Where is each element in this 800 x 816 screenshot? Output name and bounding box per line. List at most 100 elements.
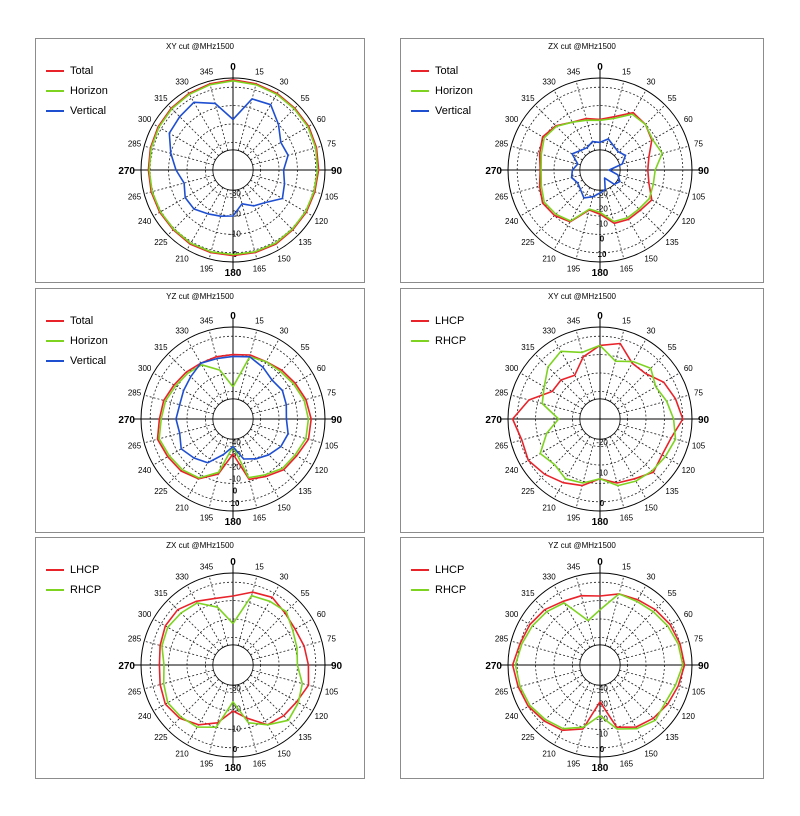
chart-title: XY cut @MHz1500 <box>547 292 616 301</box>
angle-label: 195 <box>567 265 581 274</box>
angle-label: 285 <box>495 389 509 398</box>
angle-label: 265 <box>495 441 509 450</box>
grid-spoke <box>252 669 322 690</box>
angle-label: 75 <box>694 389 703 398</box>
angle-label: 165 <box>620 265 634 274</box>
series-line-rhcp <box>514 593 684 730</box>
angle-label: 165 <box>620 760 634 769</box>
series-line-lhcp <box>511 593 686 732</box>
grid-spoke <box>208 330 229 400</box>
grid-spoke <box>242 339 280 402</box>
angle-label: 330 <box>175 78 189 87</box>
grid-spoke <box>144 174 214 195</box>
angle-label: 165 <box>253 514 267 523</box>
grid-spoke <box>553 339 591 402</box>
legend-label: LHCP <box>70 564 100 576</box>
grid-spoke <box>553 585 591 648</box>
grid-spoke <box>186 585 224 648</box>
angle-label: 120 <box>315 466 329 475</box>
angle-label: 345 <box>200 563 214 572</box>
grid-spoke <box>250 618 313 656</box>
legend-swatch <box>46 320 64 322</box>
angle-label: 195 <box>567 514 581 523</box>
legend-item: Vertical <box>46 101 108 121</box>
legend-label: Total <box>70 315 94 327</box>
angle-label: 60 <box>317 115 326 124</box>
angle-label: 55 <box>301 589 310 598</box>
legend-swatch <box>46 340 64 342</box>
radial-tick-label: -10 <box>229 230 241 239</box>
angle-label: 225 <box>521 733 535 742</box>
grid-spoke <box>250 123 313 161</box>
angle-label: 270 <box>118 661 135 672</box>
angle-label: 300 <box>505 364 519 373</box>
angle-label: 90 <box>698 166 710 177</box>
legend: LHCP RHCP <box>411 560 466 600</box>
angle-label: 30 <box>280 78 289 87</box>
angle-label: 30 <box>647 78 656 87</box>
angle-label: 0 <box>597 62 603 73</box>
angle-label: 180 <box>592 763 609 774</box>
angle-label: 225 <box>154 487 168 496</box>
angle-label: 180 <box>592 268 609 279</box>
legend-label: Vertical <box>435 105 472 117</box>
angle-label: 15 <box>622 563 631 572</box>
grid-spoke <box>614 104 666 156</box>
angle-label: 60 <box>317 364 326 373</box>
angle-label: 75 <box>327 389 336 398</box>
angle-label: 90 <box>698 415 710 426</box>
angle-label: 135 <box>665 487 679 496</box>
angle-label: 55 <box>301 343 310 352</box>
grid-spoke <box>609 436 647 499</box>
angle-label: 90 <box>331 661 343 672</box>
legend-label: Horizon <box>70 85 108 97</box>
legend-item: Total <box>46 61 108 81</box>
grid-spoke <box>242 187 280 250</box>
radial-tick-label: -30 <box>596 699 608 708</box>
grid-spoke <box>604 189 625 259</box>
legend-swatch <box>411 110 429 112</box>
angle-label: 180 <box>225 268 242 279</box>
angle-label: 240 <box>138 466 152 475</box>
angle-label: 0 <box>597 557 603 568</box>
angle-label: 195 <box>200 514 214 523</box>
angle-label: 135 <box>298 238 312 247</box>
angle-label: 195 <box>200 265 214 274</box>
radial-tick-label: 0 <box>233 487 238 496</box>
radial-tick-label: -20 <box>229 462 241 471</box>
grid-spoke <box>604 330 625 400</box>
radial-tick-label: -30 <box>229 450 241 459</box>
angle-label: 330 <box>175 327 189 336</box>
angle-label: 75 <box>694 635 703 644</box>
radial-tick-label: -30 <box>229 684 241 693</box>
angle-label: 15 <box>255 317 264 326</box>
angle-label: 150 <box>644 503 658 512</box>
grid-spoke <box>144 669 214 690</box>
legend-item: Horizon <box>46 81 108 101</box>
angle-label: 60 <box>684 115 693 124</box>
angle-label: 345 <box>200 68 214 77</box>
angle-label: 210 <box>542 749 556 758</box>
grid-spoke <box>575 81 596 151</box>
angle-label: 270 <box>118 166 135 177</box>
grid-spoke <box>242 682 280 745</box>
grid-spoke <box>553 90 591 153</box>
angle-label: 225 <box>521 487 535 496</box>
angle-label: 0 <box>230 62 236 73</box>
legend-swatch <box>411 320 429 322</box>
legend-item: RHCP <box>411 331 466 351</box>
legend: Total Horizon Vertical <box>46 311 108 371</box>
polar-plot: 0 15 30 55 60 75 90 105 120 135 150 165 180 195 210 225… <box>118 62 342 279</box>
angle-label: 240 <box>138 217 152 226</box>
series-line-lhcp <box>158 591 310 726</box>
angle-label: 315 <box>521 589 535 598</box>
legend-item: RHCP <box>46 580 101 600</box>
chart-panel-yz-cp: YZ cut @MHz1500 LHCP RHCP 0 15 30 55 60 75 90 105 1… <box>400 537 764 779</box>
angle-label: 285 <box>128 635 142 644</box>
grid-spoke <box>619 394 689 415</box>
radial-tick-label: -30 <box>229 189 241 198</box>
grid-spoke <box>237 81 258 151</box>
grid-spoke <box>167 599 219 651</box>
angle-label: 345 <box>567 317 581 326</box>
grid-spoke <box>575 684 596 754</box>
